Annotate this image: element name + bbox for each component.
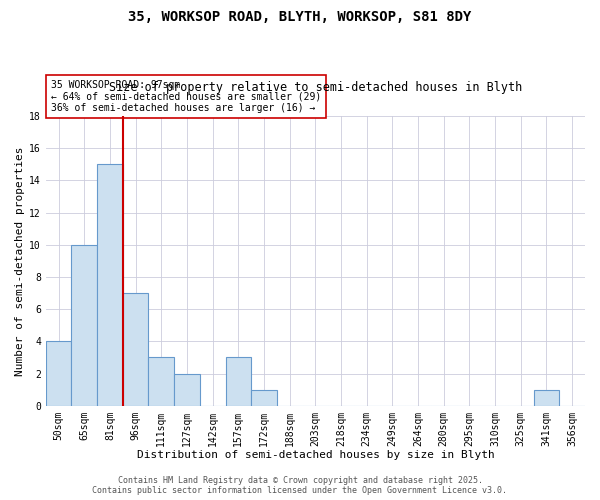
Bar bbox=[97, 164, 123, 406]
Bar bbox=[148, 358, 174, 406]
Text: Contains HM Land Registry data © Crown copyright and database right 2025.
Contai: Contains HM Land Registry data © Crown c… bbox=[92, 476, 508, 495]
Bar bbox=[533, 390, 559, 406]
Bar bbox=[71, 245, 97, 406]
Title: Size of property relative to semi-detached houses in Blyth: Size of property relative to semi-detach… bbox=[109, 81, 522, 94]
Bar bbox=[226, 358, 251, 406]
Bar bbox=[123, 293, 148, 406]
Bar bbox=[251, 390, 277, 406]
Y-axis label: Number of semi-detached properties: Number of semi-detached properties bbox=[15, 146, 25, 376]
Text: 35 WORKSOP ROAD: 97sqm
← 64% of semi-detached houses are smaller (29)
36% of sem: 35 WORKSOP ROAD: 97sqm ← 64% of semi-det… bbox=[51, 80, 322, 113]
X-axis label: Distribution of semi-detached houses by size in Blyth: Distribution of semi-detached houses by … bbox=[137, 450, 494, 460]
Bar bbox=[46, 342, 71, 406]
Text: 35, WORKSOP ROAD, BLYTH, WORKSOP, S81 8DY: 35, WORKSOP ROAD, BLYTH, WORKSOP, S81 8D… bbox=[128, 10, 472, 24]
Bar bbox=[174, 374, 200, 406]
